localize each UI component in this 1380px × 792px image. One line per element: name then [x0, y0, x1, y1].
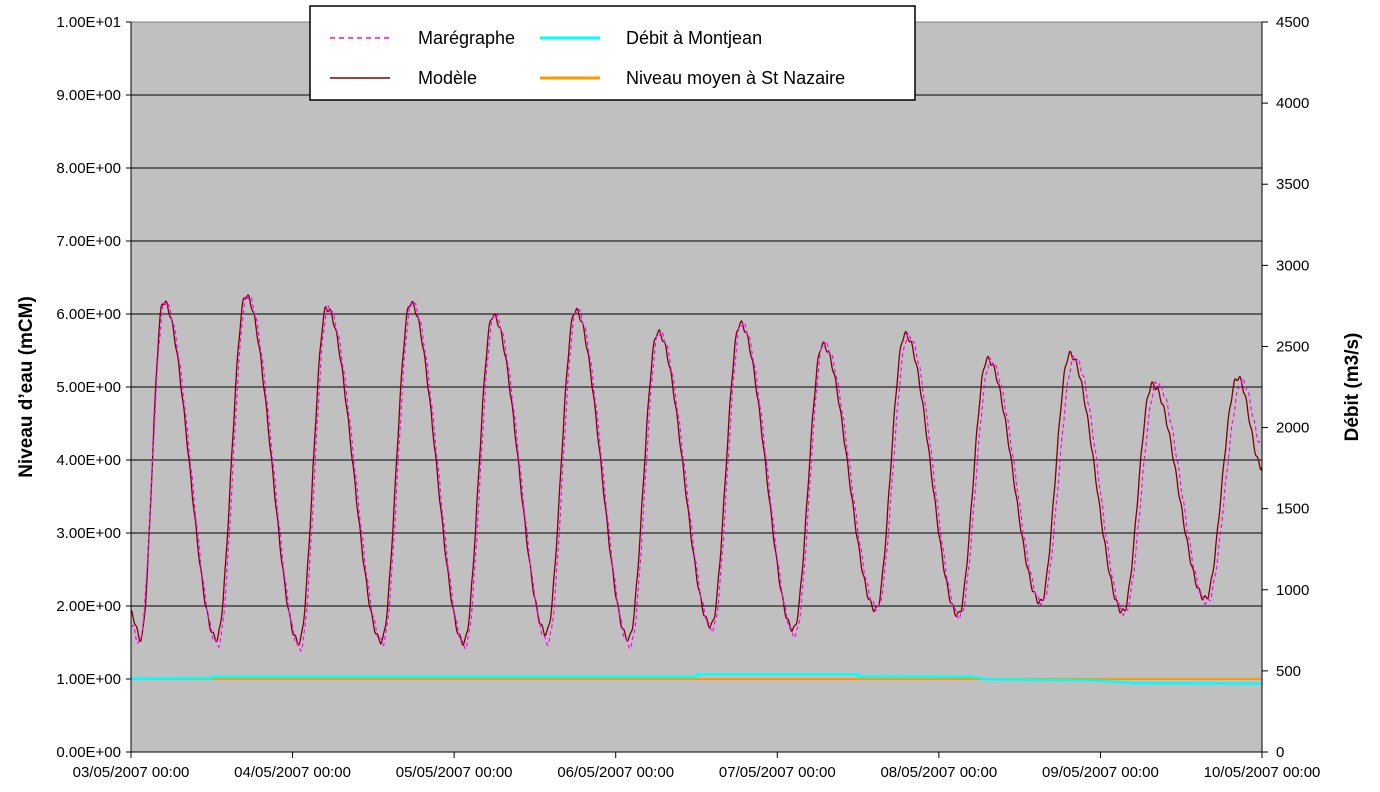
y2-tick-label: 500 — [1276, 663, 1301, 680]
y-tick-label: 2.00E+00 — [56, 598, 121, 615]
y2-tick-label: 2500 — [1276, 338, 1309, 355]
legend-box — [309, 5, 916, 101]
x-tick-label: 06/05/2007 00:00 — [557, 764, 674, 781]
x-tick-label: 10/05/2007 00:00 — [1204, 764, 1321, 781]
tick-labels: 0.00E+00 1.00E+00 2.00E+00 3.00E+00 4.00E+00… — [56, 14, 1320, 781]
y2-axis-title: Débit (m3/s) — [1342, 333, 1363, 442]
y-tick-label: 5.00E+00 — [56, 379, 121, 396]
x-tick-label: 07/05/2007 00:00 — [719, 764, 836, 781]
y2-tick-label: 1500 — [1276, 501, 1309, 518]
series-debit-montjean-line — [130, 673, 1263, 685]
axes — [126, 21, 1268, 758]
y2-tick-label: 0 — [1276, 744, 1284, 761]
x-tick-label: 08/05/2007 00:00 — [880, 764, 997, 781]
y-tick-label: 8.00E+00 — [56, 160, 121, 177]
series-group — [130, 294, 1263, 685]
y-axis-title: Niveau d’eau (mCM) — [16, 296, 37, 478]
y2-tick-label: 2000 — [1276, 420, 1309, 437]
y-tick-label: 1.00E+00 — [56, 671, 121, 688]
y2-tick-label: 3500 — [1276, 176, 1309, 193]
y2-tick-label: 4500 — [1276, 14, 1309, 31]
y-tick-label: 7.00E+00 — [56, 233, 121, 250]
legend-label-maregraphe: Marégraphe — [418, 28, 515, 48]
x-tick-label: 05/05/2007 00:00 — [396, 764, 513, 781]
y2-tick-label: 1000 — [1276, 582, 1309, 599]
y-tick-label: 3.00E+00 — [56, 525, 121, 542]
y-tick-label: 0.00E+00 — [56, 744, 121, 761]
y-tick-label: 4.00E+00 — [56, 452, 121, 469]
y2-tick-label: 3000 — [1276, 257, 1309, 274]
x-tick-label: 09/05/2007 00:00 — [1042, 764, 1159, 781]
legend: Marégraphe Débit à Montjean Modèle Nivea… — [309, 5, 916, 101]
series-maregraphe-line — [130, 294, 1263, 652]
legend-label-modele: Modèle — [418, 68, 477, 88]
legend-label-debit-montjean: Débit à Montjean — [626, 28, 762, 48]
series-modele-line — [130, 294, 1263, 647]
y-tick-label: 1.00E+01 — [56, 14, 121, 31]
y-tick-label: 6.00E+00 — [56, 306, 121, 323]
legend-label-niveau-moyen: Niveau moyen à St Nazaire — [626, 68, 845, 88]
x-tick-label: 03/05/2007 00:00 — [73, 764, 190, 781]
y2-tick-label: 4000 — [1276, 95, 1309, 112]
x-tick-label: 04/05/2007 00:00 — [234, 764, 351, 781]
y-tick-label: 9.00E+00 — [56, 87, 121, 104]
